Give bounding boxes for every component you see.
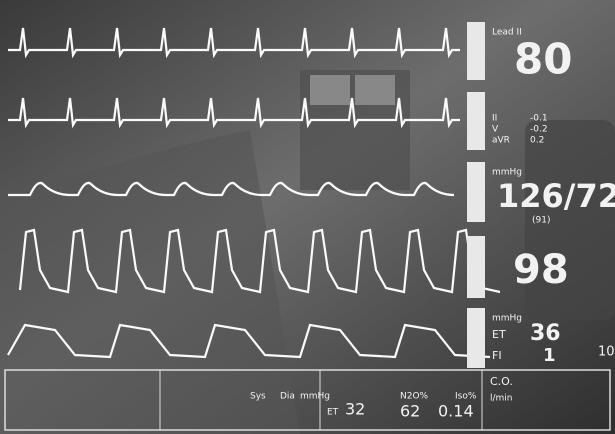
co-label: C.O.	[490, 375, 513, 388]
blood-pressure: 126/72	[497, 177, 615, 215]
side-bars	[467, 22, 485, 368]
co2-value: 1	[543, 345, 556, 366]
co2-label: FI	[492, 349, 502, 362]
nibp-label: mmHg	[300, 392, 330, 402]
st-value: -0.2	[530, 125, 548, 135]
st-label: V	[492, 125, 499, 135]
co-unit: l/min	[490, 394, 513, 404]
gas-unit: Iso%	[455, 392, 477, 402]
heart-rate: 80	[514, 35, 572, 84]
gas-value: 0.14	[438, 402, 474, 421]
page: Lead II 80 II -0.1 V -0.2 aVR 0.2 mmHg 1…	[0, 0, 615, 434]
spo2: 98	[513, 247, 569, 293]
nibp-label: Dia	[280, 392, 295, 402]
bar	[467, 308, 485, 368]
gas-value: 62	[400, 402, 420, 421]
bp-mean: (91)	[532, 216, 550, 226]
st-label: aVR	[492, 136, 510, 146]
gas-unit: N2O%	[400, 392, 429, 402]
bar	[467, 162, 485, 222]
bar	[467, 22, 485, 80]
equipment-screen	[310, 75, 350, 105]
nibp-label: Sys	[250, 392, 266, 402]
bar	[467, 92, 485, 150]
gas-value: 32	[345, 400, 365, 419]
st-label: II	[492, 114, 497, 124]
st-value: -0.1	[530, 114, 548, 124]
co2-value: 36	[530, 321, 561, 346]
side-value: 10	[598, 345, 615, 360]
bar	[467, 236, 485, 298]
co2-unit: mmHg	[492, 314, 522, 324]
co2-label: ET	[492, 328, 506, 341]
gas-label: ET	[327, 408, 339, 418]
bp-unit: mmHg	[492, 168, 522, 178]
st-value: 0.2	[530, 136, 544, 146]
monitor-photo: Lead II 80 II -0.1 V -0.2 aVR 0.2 mmHg 1…	[0, 0, 615, 434]
equipment-screen	[355, 75, 395, 105]
